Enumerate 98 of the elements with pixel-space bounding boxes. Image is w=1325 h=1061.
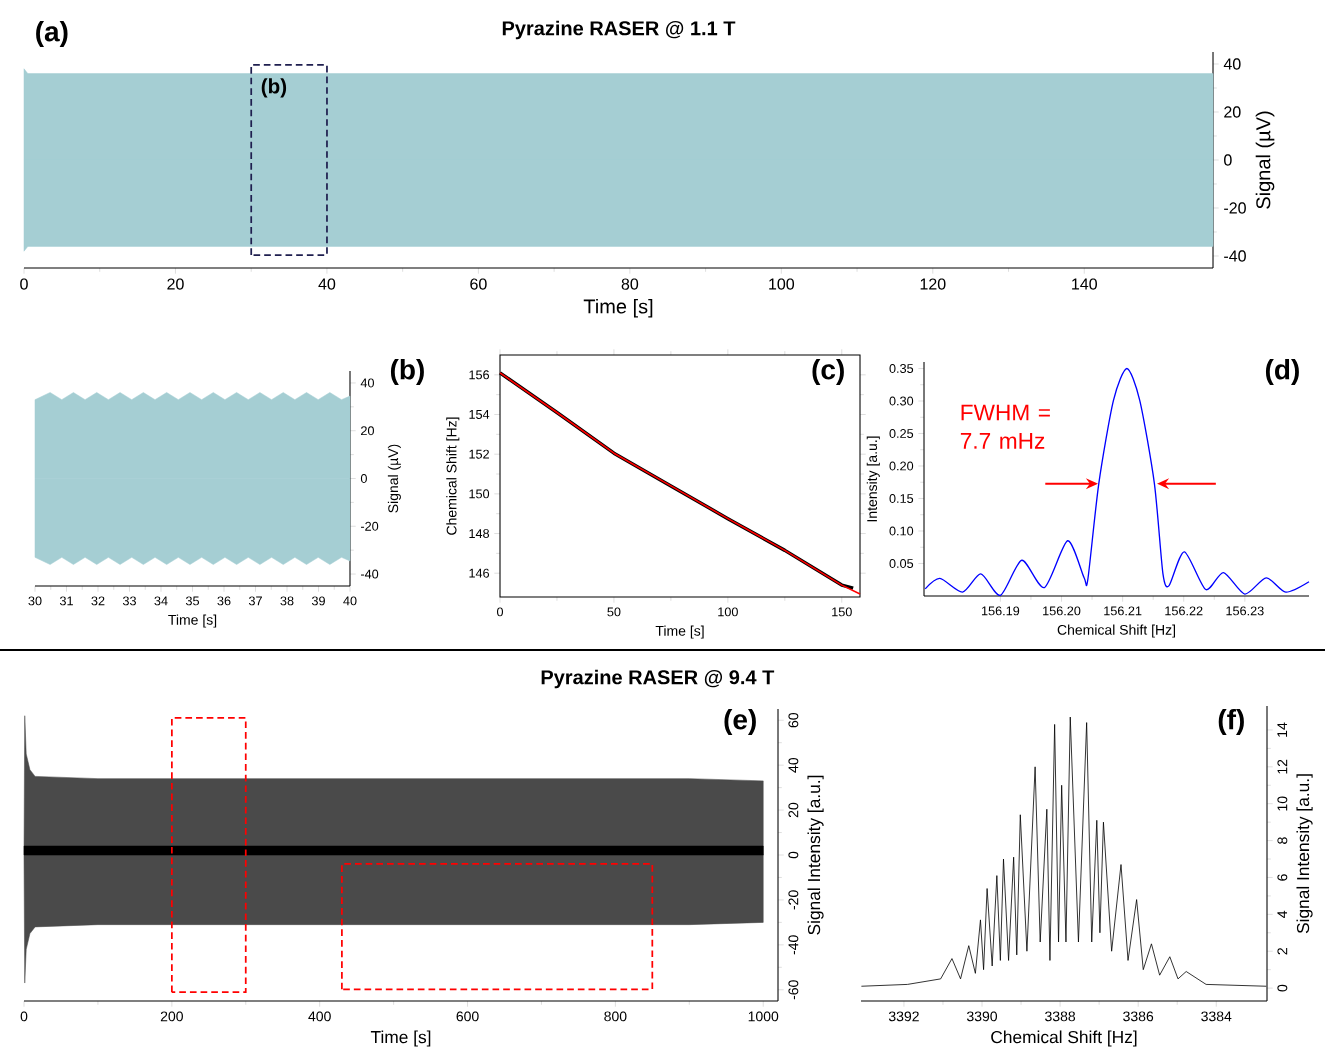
text: (b) (390, 358, 424, 386)
y-tick-label: 0.35 (889, 364, 914, 373)
x-tick-label: 120 (920, 278, 946, 290)
x-tick-label: 38 (280, 596, 294, 606)
y-tick-label: 60 (788, 713, 799, 728)
annotation: (f) (1218, 708, 1244, 736)
annotation: (e) (724, 708, 756, 736)
x-tick-label: 156.19 (981, 606, 1020, 616)
x-tick-label: 156.20 (1043, 606, 1081, 616)
y-tick-label: -20 (788, 890, 799, 910)
y-tick-label: 148 (469, 529, 490, 539)
x-tick-label: 156.23 (1226, 606, 1264, 616)
y-axis-title: Signal Intensity [a.u.] (807, 775, 824, 935)
x-tick-label: 39 (311, 596, 325, 606)
x-tick-label: 100 (769, 278, 795, 290)
text: (a) (36, 20, 68, 48)
x-axis-title: Time [s] (583, 298, 653, 318)
annotation: (b) (261, 78, 287, 98)
x-tick-label: 31 (59, 596, 73, 606)
y-tick-label: 0 (1224, 154, 1232, 166)
x-tick-label: 35 (185, 596, 200, 606)
y-tick-label: 14 (1277, 722, 1288, 737)
y-tick-label: 0.05 (889, 559, 914, 568)
x-tick-label: 30 (28, 596, 42, 606)
y-tick-label: 0.15 (889, 494, 914, 503)
y-tick-label: -40 (788, 935, 799, 955)
y-tick-label: -60 (788, 980, 799, 1000)
x-tick-label: 3388 (1045, 1011, 1076, 1022)
x-tick-label: 100 (718, 607, 738, 617)
x-tick-label: 3392 (888, 1011, 919, 1022)
y-tick-label: -40 (1224, 250, 1246, 262)
x-tick-label: 34 (154, 596, 168, 606)
x-tick-label: 3390 (966, 1011, 998, 1022)
y-tick-label: 40 (788, 757, 799, 773)
x-axis-title: Chemical Shift [Hz] (991, 1030, 1137, 1047)
annotation: (d) (1265, 358, 1299, 386)
y-axis-title: Signal (µV) (387, 444, 401, 513)
x-tick-label: 20 (167, 278, 184, 290)
y-tick-label: 20 (788, 802, 799, 818)
annotation: FWHM = 7.7 mHz (960, 404, 1050, 449)
y-tick-label: -40 (360, 569, 379, 579)
annotation: (c) (812, 358, 844, 386)
x-tick-label: 150 (832, 607, 852, 617)
x-tick-label: 0 (496, 607, 504, 617)
y-tick-label: 4 (1277, 910, 1288, 918)
y-tick-label: 0.10 (889, 526, 914, 536)
y-axis-title: Signal Intensity [a.u.] (1296, 774, 1313, 934)
y-axis-title: Intensity [a.u.] (866, 436, 880, 522)
x-tick-label: 600 (456, 1011, 479, 1022)
x-tick-label: 156.21 (1104, 606, 1142, 616)
y-tick-label: 0 (360, 474, 367, 483)
x-tick-label: 80 (621, 278, 639, 290)
y-tick-label: 2 (1277, 948, 1288, 955)
y-tick-label: 20 (361, 426, 374, 436)
x-tick-label: 33 (122, 596, 136, 606)
x-axis-title: Time [s] (168, 614, 217, 628)
x-tick-label: 40 (343, 596, 357, 606)
y-tick-label: 0.25 (889, 429, 914, 438)
x-tick-label: 0 (20, 278, 28, 290)
x-tick-label: 1000 (748, 1011, 779, 1022)
y-tick-label: 12 (1277, 759, 1288, 774)
y-tick-label: 10 (1277, 796, 1288, 811)
x-tick-label: 0 (20, 1011, 28, 1022)
x-tick-label: 140 (1072, 278, 1097, 290)
y-tick-label: -20 (1224, 202, 1246, 214)
y-tick-label: 0 (1277, 984, 1288, 992)
x-tick-label: 37 (248, 596, 262, 606)
y-axis-title: Signal (µV) (1255, 111, 1275, 209)
x-tick-label: 36 (217, 596, 231, 606)
y-tick-label: 152 (469, 449, 489, 459)
y-tick-label: 8 (1277, 837, 1288, 844)
y-tick-label: 0.20 (889, 461, 914, 471)
x-tick-label: 3386 (1123, 1011, 1154, 1022)
y-tick-label: 6 (1277, 874, 1288, 881)
y-axis-title: Chemical Shift [Hz] (446, 417, 460, 535)
x-tick-label: 3384 (1201, 1011, 1232, 1022)
x-tick-label: 50 (607, 607, 621, 617)
y-tick-label: 40 (360, 378, 374, 388)
x-axis-title: Chemical Shift [Hz] (1057, 624, 1175, 638)
y-tick-label: 154 (469, 410, 490, 419)
chart-title: Pyrazine RASER @ 9.4 T (541, 669, 775, 689)
x-tick-label: 400 (308, 1011, 331, 1022)
y-tick-label: 0.30 (889, 396, 914, 406)
y-tick-label: 156 (469, 370, 490, 380)
x-tick-label: 800 (604, 1011, 627, 1022)
y-tick-label: 146 (469, 568, 490, 578)
y-tick-label: 150 (469, 489, 490, 499)
x-tick-label: 200 (160, 1011, 183, 1022)
x-tick-label: 40 (318, 278, 336, 290)
y-tick-label: -20 (360, 521, 379, 531)
x-tick-label: 32 (91, 596, 105, 606)
x-tick-label: 156.22 (1165, 606, 1203, 616)
y-tick-label: 20 (1224, 106, 1241, 118)
x-axis-title: Time [s] (655, 625, 704, 639)
y-tick-label: 0 (788, 851, 799, 859)
y-tick-label: 40 (1223, 58, 1241, 70)
chart-title: Pyrazine RASER @ 1.1 T (502, 20, 736, 40)
x-axis-title: Time [s] (370, 1030, 431, 1047)
